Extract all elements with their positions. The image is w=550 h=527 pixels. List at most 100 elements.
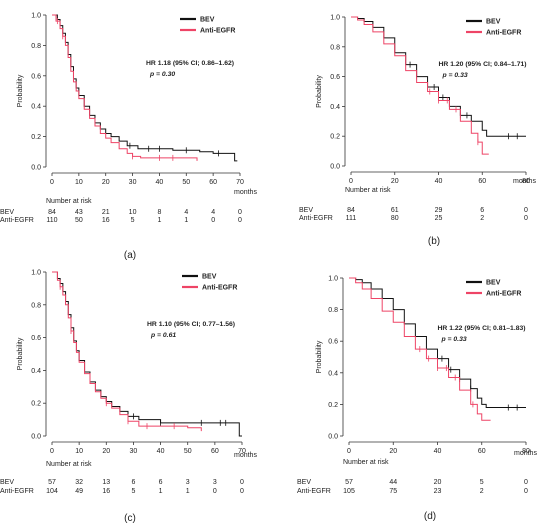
x-tick-label: 40 — [157, 448, 165, 455]
risk-cell: 1 — [159, 488, 163, 495]
x-tick-label: 80 — [522, 448, 530, 455]
y-tick-label: 0.2 — [31, 401, 41, 408]
x-tick-label: 0 — [347, 448, 351, 455]
risk-cell: 2 — [480, 488, 484, 495]
legend-label: BEV — [200, 17, 215, 24]
x-tick-label: 70 — [236, 179, 244, 186]
legend-label: Anti-EGFR — [200, 28, 235, 35]
risk-cell: 0 — [524, 215, 528, 222]
x-tick-label: 20 — [102, 448, 110, 455]
km-panel-2: 0.00.20.40.60.81.00 20 40 60 80Probabilitymo… — [299, 15, 536, 248]
y-tick-label: 0.8 — [330, 44, 340, 51]
risk-row-label: BEV — [0, 209, 14, 216]
risk-cell: 29 — [435, 207, 443, 214]
p-value-annotation: p = 0.61 — [150, 332, 176, 339]
legend-label: BEV — [486, 19, 501, 26]
y-tick-label: 0.0 — [31, 434, 41, 441]
legend-label: BEV — [486, 280, 501, 287]
risk-cell: 10 — [129, 209, 137, 216]
risk-cell: 3 — [186, 479, 190, 486]
y-tick-label: 1.0 — [328, 276, 338, 283]
risk-row-label: BEV — [297, 479, 311, 486]
risk-cell: 0 — [238, 217, 242, 224]
series-line-anti-egfr — [351, 16, 489, 155]
x-tick-label: 60 — [478, 178, 486, 185]
y-tick-label: 0.6 — [31, 335, 41, 342]
risk-table-title: Number at risk — [46, 198, 92, 205]
risk-cell: 5 — [131, 217, 135, 224]
x-axis-label: months — [234, 189, 257, 196]
risk-cell: 84 — [48, 209, 56, 216]
risk-cell: 5 — [131, 488, 135, 495]
km-panel-4: 0.00.20.40.60.81.00 20 40 60 80Probabilitymo… — [297, 276, 537, 523]
series-line-bev — [52, 14, 238, 162]
risk-row-label: BEV — [299, 207, 313, 214]
legend-label: Anti-EGFR — [202, 285, 237, 292]
x-tick-label: 60 — [478, 448, 486, 455]
x-tick-label: 0 — [349, 178, 353, 185]
series-line-bev — [351, 16, 526, 137]
risk-cell: 16 — [102, 488, 110, 495]
x-tick-label: 40 — [435, 178, 443, 185]
x-tick-label: 30 — [129, 179, 137, 186]
y-tick-label: 0.6 — [328, 339, 338, 346]
risk-table-title: Number at risk — [46, 461, 92, 468]
risk-cell: 50 — [75, 217, 83, 224]
risk-cell: 84 — [347, 207, 355, 214]
series-line-bev — [52, 271, 242, 437]
risk-cell: 13 — [102, 479, 110, 486]
series-line-bev — [349, 277, 526, 409]
risk-cell: 61 — [391, 207, 399, 214]
risk-cell: 80 — [391, 215, 399, 222]
panel-label: (d) — [424, 511, 436, 522]
risk-cell: 0 — [238, 209, 242, 216]
risk-cell: 4 — [184, 209, 188, 216]
series-line-anti-egfr — [52, 271, 202, 432]
risk-cell: 0 — [524, 207, 528, 214]
risk-cell: 0 — [240, 479, 244, 486]
x-tick-label: 60 — [211, 448, 219, 455]
hazard-ratio-annotation: HR 1.20 (95% CI; 0.84–1.71) — [439, 61, 527, 68]
risk-cell: 0 — [211, 217, 215, 224]
risk-cell: 57 — [48, 479, 56, 486]
risk-cell: 104 — [46, 488, 58, 495]
risk-cell: 0 — [213, 488, 217, 495]
legend-label: Anti-EGFR — [486, 30, 521, 37]
x-axis-label: months — [514, 450, 537, 457]
y-tick-label: 0.2 — [330, 134, 340, 141]
risk-cell: 25 — [435, 215, 443, 222]
risk-cell: 44 — [389, 479, 397, 486]
risk-cell: 49 — [75, 488, 83, 495]
legend-label: BEV — [202, 274, 217, 281]
risk-cell: 1 — [157, 217, 161, 224]
risk-row-label: BEV — [0, 479, 14, 486]
y-axis-label: Probability — [316, 75, 323, 108]
x-tick-label: 40 — [434, 448, 442, 455]
y-tick-label: 0.4 — [31, 104, 41, 111]
x-tick-label: 20 — [391, 178, 399, 185]
hazard-ratio-annotation: HR 1.10 (95% CI; 0.77–1.56) — [147, 321, 235, 328]
y-tick-label: 0.0 — [31, 165, 41, 172]
hazard-ratio-annotation: HR 1.18 (95% CI; 0.86–1.62) — [146, 60, 234, 67]
risk-cell: 6 — [159, 479, 163, 486]
risk-cell: 110 — [46, 217, 57, 224]
x-tick-label: 40 — [156, 179, 164, 186]
risk-row-label: Anti-EGFR — [299, 215, 333, 222]
y-tick-label: 0.2 — [31, 134, 41, 141]
x-axis-label: months — [513, 178, 536, 185]
risk-cell: 43 — [75, 209, 83, 216]
risk-cell: 0 — [524, 488, 528, 495]
x-tick-label: 30 — [130, 448, 138, 455]
risk-cell: 1 — [184, 217, 188, 224]
risk-cell: 0 — [524, 479, 528, 486]
x-tick-label: 60 — [209, 179, 217, 186]
risk-cell: 6 — [480, 207, 484, 214]
panel-label: (c) — [124, 513, 136, 524]
y-tick-label: 0.2 — [328, 402, 338, 409]
risk-cell: 32 — [75, 479, 83, 486]
y-tick-label: 1.0 — [31, 270, 41, 277]
km-panel-1: 0.00.20.40.60.81.00 10 20 30 40 50 60 70Probabi… — [0, 13, 257, 262]
risk-cell: 5 — [480, 479, 484, 486]
hazard-ratio-annotation: HR 1.22 (95% CI; 0.81–1.83) — [438, 325, 526, 332]
risk-row-label: Anti-EGFR — [297, 488, 331, 495]
